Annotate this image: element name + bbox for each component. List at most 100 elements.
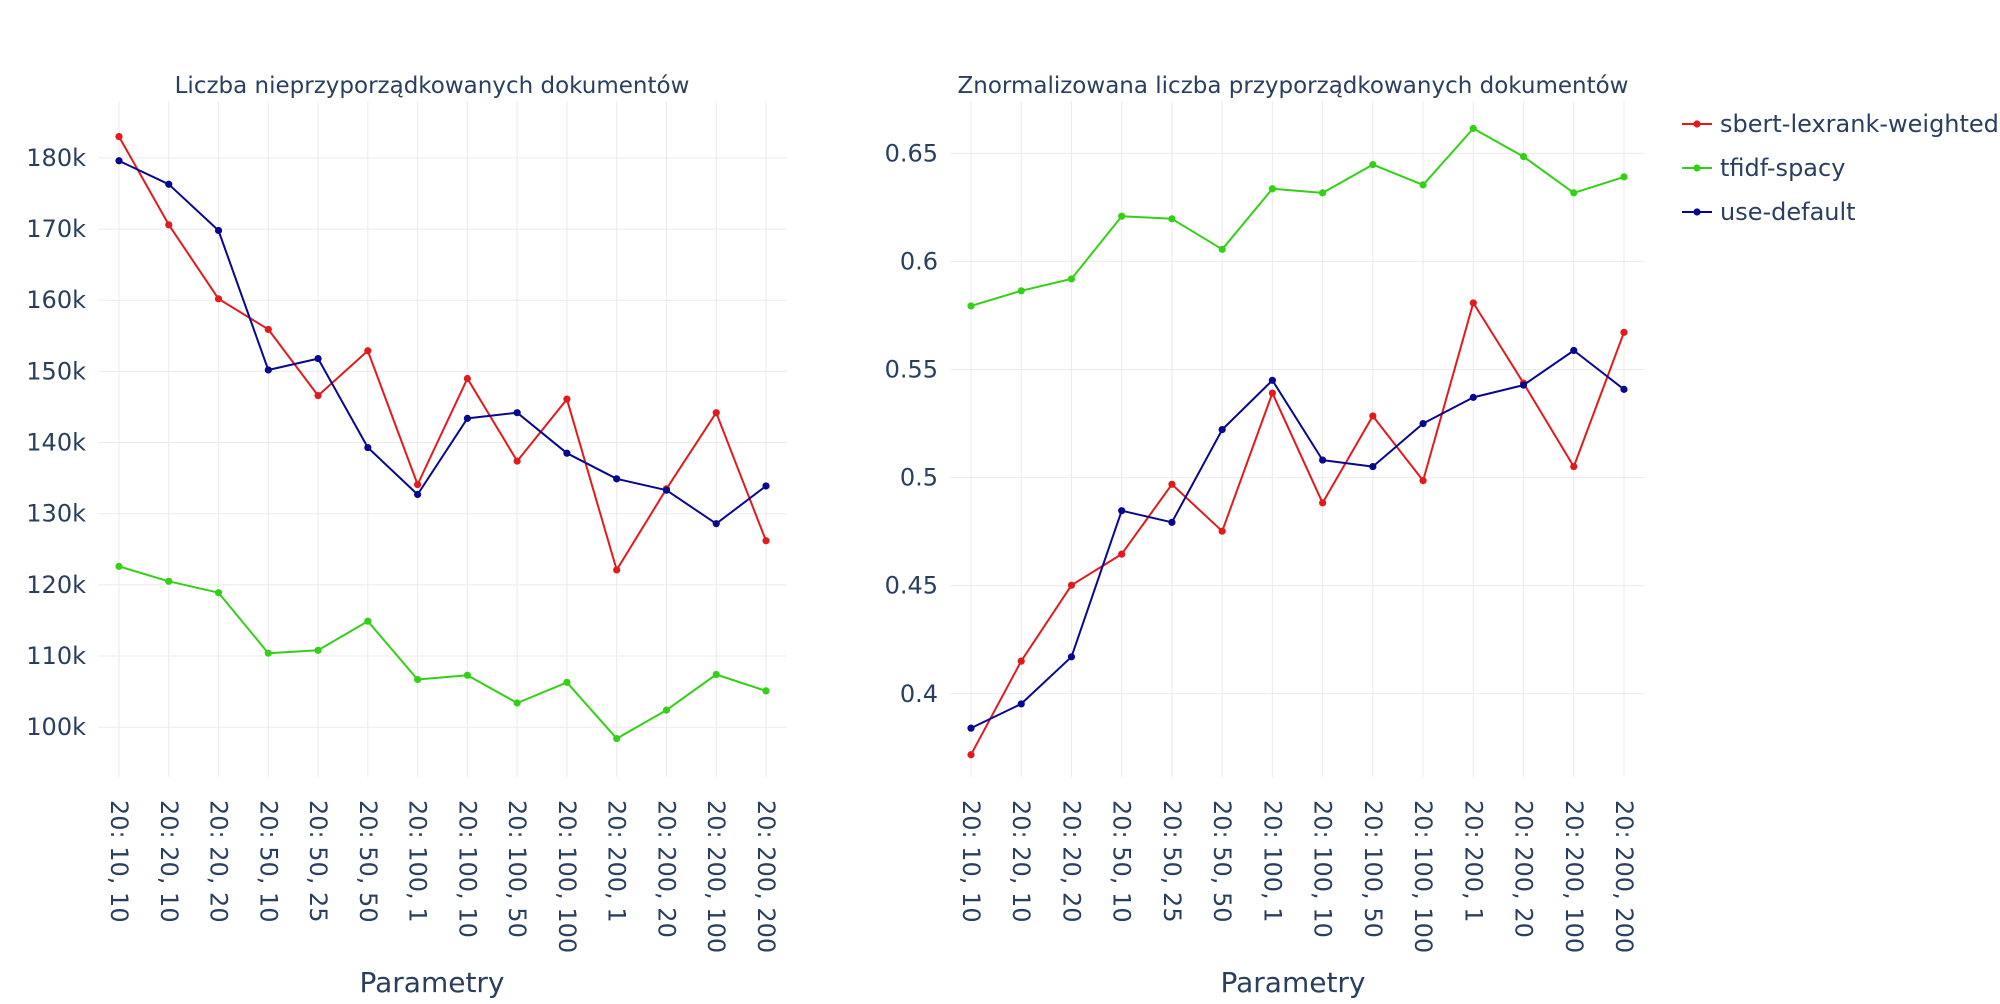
data-point	[1118, 212, 1126, 220]
data-point	[463, 671, 471, 679]
x-tick-label: 20: 200, 200	[1610, 800, 1638, 953]
data-point	[165, 221, 173, 229]
data-point	[967, 302, 975, 310]
data-point	[563, 449, 571, 457]
data-point	[364, 443, 372, 452]
data-point	[264, 649, 272, 657]
data-point	[1319, 189, 1327, 197]
data-point	[1469, 299, 1477, 307]
data-point	[314, 646, 322, 654]
data-point	[1118, 550, 1126, 558]
data-point	[513, 457, 521, 465]
y-tick-label: 0.6	[900, 247, 938, 275]
x-tick-label: 20: 100, 100	[1409, 800, 1437, 953]
x-tick-label: 20: 50, 50	[354, 800, 382, 923]
series-tfidf-spacy	[967, 124, 1628, 310]
y-tick-label: 180k	[26, 144, 86, 172]
data-point	[1017, 657, 1025, 665]
data-point	[1419, 419, 1427, 428]
data-point	[1469, 393, 1477, 401]
x-tick-label: 20: 100, 100	[553, 800, 581, 953]
legend-swatch-marker	[1693, 120, 1701, 128]
data-point	[1017, 700, 1025, 708]
y-tick-label: 120k	[26, 571, 86, 599]
y-tick-label: 0.65	[885, 139, 938, 167]
data-point	[712, 670, 720, 679]
data-point	[1369, 412, 1377, 420]
x-tick-label: 20: 200, 20	[652, 800, 680, 938]
data-point	[1419, 477, 1427, 485]
series-sbert-lexrank-weighted	[115, 132, 770, 574]
data-point	[1620, 328, 1628, 336]
data-point	[762, 482, 770, 490]
legend-item[interactable]: use-default	[1682, 198, 1856, 226]
data-point	[1168, 215, 1176, 223]
x-tick-label: 20: 200, 1	[603, 800, 631, 923]
data-point	[214, 295, 223, 303]
x-tick-label: 20: 20, 20	[1057, 800, 1085, 923]
data-point	[1268, 376, 1276, 384]
data-point	[662, 706, 671, 714]
data-point	[1369, 462, 1377, 471]
legend: sbert-lexrank-weighted tfidf-spacy use-def…	[1682, 110, 1999, 226]
data-point	[115, 157, 123, 165]
data-point	[414, 490, 422, 499]
data-point	[165, 577, 173, 585]
data-point	[463, 374, 471, 383]
subplot-title: Znormalizowana liczba przyporządkowanych…	[958, 73, 1629, 99]
data-point	[214, 589, 223, 597]
data-point	[115, 132, 123, 141]
data-point	[1067, 581, 1076, 589]
x-tick-label: 20: 100, 50	[503, 800, 531, 938]
data-point	[314, 391, 322, 400]
data-point	[1319, 456, 1327, 464]
data-point	[314, 354, 322, 363]
y-tick-label: 130k	[26, 500, 86, 528]
data-point	[165, 180, 173, 188]
y-tick-label: 100k	[26, 713, 86, 741]
x-tick-label: 20: 100, 1	[1258, 800, 1286, 923]
x-tick-label: 20: 50, 50	[1208, 800, 1236, 923]
data-point	[967, 751, 975, 759]
legend-label: tfidf-spacy	[1720, 154, 1845, 182]
data-point	[1168, 480, 1176, 488]
data-point	[1519, 381, 1528, 389]
x-tick-label: 20: 200, 1	[1459, 800, 1487, 923]
series-line	[970, 127, 1625, 307]
subplot-title: Liczba nieprzyporządkowanych dokumentów	[175, 73, 690, 99]
legend-swatch-marker	[1693, 208, 1701, 216]
data-point	[967, 724, 975, 732]
subplot-1: 100k 110k 120k 130k 140k 150k 160k 170k 180k Licz…	[26, 73, 787, 999]
data-point	[1620, 385, 1628, 393]
series-line	[118, 159, 767, 525]
series-line	[970, 301, 1625, 756]
x-tick-label: 20: 100, 1	[404, 800, 432, 923]
subplot-2: 0.4 0.45 0.5 0.55 0.6 0.65 Znormalizowana licz…	[885, 73, 1645, 999]
x-tick-label: 20: 100, 10	[1309, 800, 1337, 938]
x-tick-label: 20: 50, 25	[1158, 800, 1186, 923]
legend-label: sbert-lexrank-weighted	[1720, 110, 1999, 138]
x-tick-label: 20: 200, 20	[1510, 800, 1538, 938]
x-tick-label: 20: 200, 200	[752, 800, 780, 953]
y-tick-label: 150k	[26, 357, 86, 385]
legend-item[interactable]: tfidf-spacy	[1682, 154, 1845, 182]
legend-item[interactable]: sbert-lexrank-weighted	[1682, 110, 1999, 138]
y-tick-label: 0.4	[900, 680, 938, 708]
series-use-default	[967, 346, 1628, 732]
data-point	[1218, 245, 1226, 253]
data-point	[513, 409, 521, 417]
x-tick-label: 20: 10, 10	[957, 800, 985, 923]
data-point	[712, 409, 720, 417]
y-tick-label: 170k	[26, 215, 86, 243]
data-point	[1017, 287, 1025, 295]
x-tick-label: 20: 20, 10	[155, 800, 183, 923]
x-tick-label: 20: 100, 10	[453, 800, 481, 938]
data-point	[1067, 275, 1076, 283]
series-sbert-lexrank-weighted	[967, 299, 1628, 759]
data-point	[513, 699, 521, 707]
x-tick-label: 20: 200, 100	[702, 800, 730, 953]
y-tick-label: 160k	[26, 286, 86, 314]
data-point	[613, 734, 621, 743]
data-point	[1067, 653, 1076, 661]
